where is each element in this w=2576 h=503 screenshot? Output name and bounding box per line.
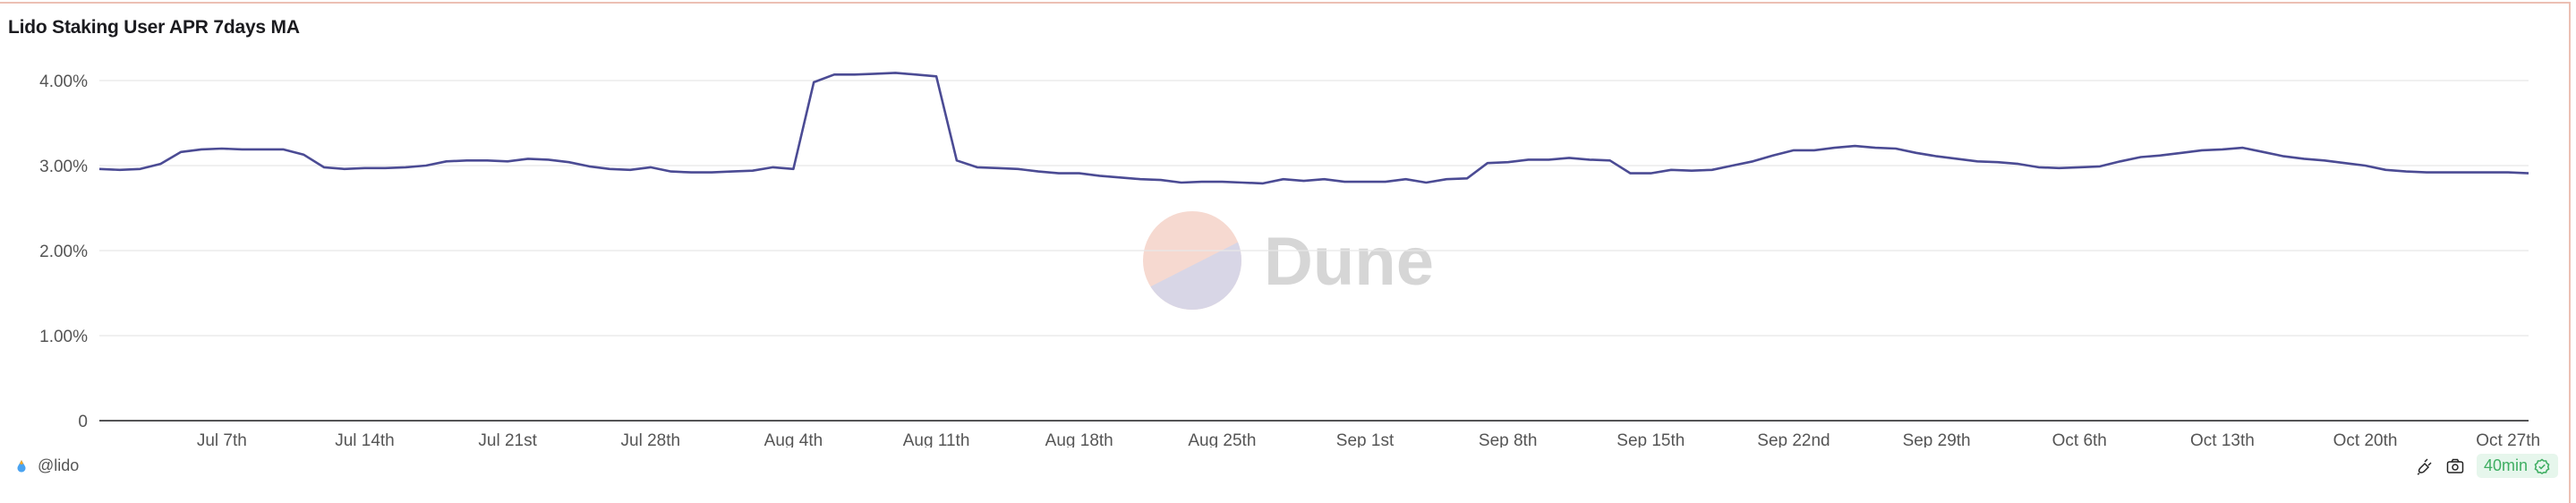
apr-series-line <box>98 72 2529 185</box>
x-tick-label: Oct 27th <box>2476 431 2540 448</box>
plug-icon[interactable] <box>2416 457 2434 475</box>
x-tick-label: Jul 14th <box>335 431 395 448</box>
dune-wordmark: Dune <box>1264 224 1434 300</box>
x-tick-label: Aug 11th <box>903 431 970 448</box>
chart-title: Lido Staking User APR 7days MA <box>8 17 300 38</box>
x-tick-label: Sep 15th <box>1616 431 1685 448</box>
x-tick-label: Aug 25th <box>1188 431 1256 448</box>
x-tick-label: Aug 18th <box>1045 431 1113 448</box>
dune-watermark: Dune <box>1143 211 1434 310</box>
author-name: @lido <box>38 456 80 474</box>
y-tick-label: 3.00% <box>39 158 88 176</box>
x-tick-label: Jul 7th <box>197 431 247 448</box>
x-tick-label: Aug 4th <box>764 431 823 448</box>
x-tick-label: Sep 22nd <box>1757 431 1830 448</box>
y-tick-label: 1.00% <box>39 328 88 346</box>
x-tick-label: Sep 29th <box>1903 431 1971 448</box>
check-badge-icon <box>2533 457 2551 475</box>
refresh-interval: 40min <box>2483 456 2528 474</box>
x-tick-label: Sep 1st <box>1336 431 1395 448</box>
x-tick-label: Oct 20th <box>2333 431 2398 448</box>
x-tick-label: Oct 6th <box>2052 431 2107 448</box>
y-tick-label: 4.00% <box>39 72 88 91</box>
line-chart: Dune 0 1.00% 2.00% 3.00% 4.00% Jul 7th Jul 14… <box>39 72 2540 448</box>
refresh-badge[interactable]: 40min <box>2476 454 2558 478</box>
y-tick-label: 2.00% <box>39 243 88 261</box>
x-tick-label: Sep 8th <box>1479 431 1538 448</box>
x-tick-label: Oct 13th <box>2190 431 2255 448</box>
x-tick-label: Jul 21st <box>478 431 537 448</box>
lido-drop-icon <box>13 457 30 475</box>
x-tick-label: Jul 28th <box>621 431 681 448</box>
camera-icon[interactable] <box>2446 457 2464 475</box>
y-tick-label: 0 <box>78 413 88 431</box>
author-link[interactable]: @lido <box>13 456 79 475</box>
